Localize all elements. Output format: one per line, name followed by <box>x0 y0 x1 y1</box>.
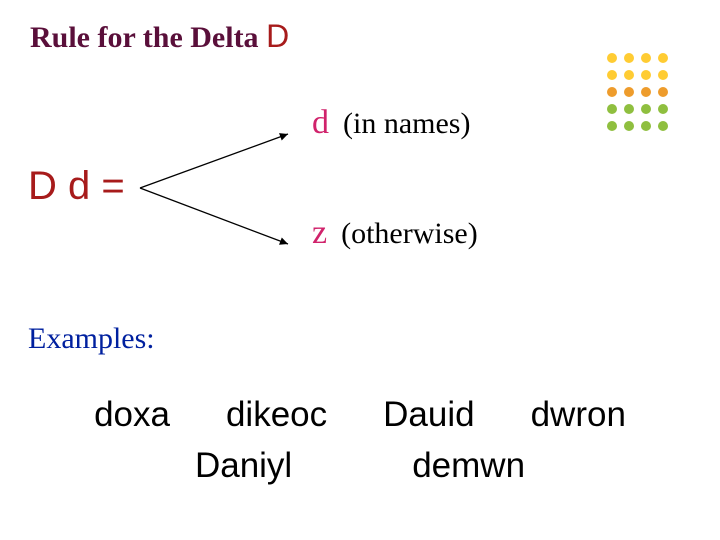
branch-bottom-letter: z <box>312 214 327 251</box>
example-word: dikeoc <box>226 390 327 441</box>
example-word: doxa <box>94 390 170 441</box>
title-letter: D <box>266 18 289 54</box>
lhs-expression: D d = <box>28 164 125 209</box>
branch-top: d (in names) <box>312 104 470 142</box>
branch-top-note: (in names) <box>343 107 470 140</box>
title-prefix: Rule for the Delta <box>30 21 266 54</box>
example-word: Daniyl <box>195 441 292 492</box>
examples-row-2: Daniyl demwn <box>50 441 670 492</box>
branch-arrows <box>138 124 308 264</box>
examples-row-1: doxa dikeoc Dauid dwron <box>50 390 670 441</box>
examples-list: doxa dikeoc Dauid dwron Daniyl demwn <box>50 390 670 492</box>
example-word: dwron <box>531 390 626 441</box>
dot-grid-icon <box>602 48 692 148</box>
branch-bottom: z (otherwise) <box>312 214 478 252</box>
branch-top-letter: d <box>312 104 329 141</box>
slide-title: Rule for the Delta D <box>30 18 289 55</box>
example-word: demwn <box>412 441 525 492</box>
example-word: Dauid <box>383 390 474 441</box>
examples-heading: Examples: <box>28 322 155 356</box>
branch-bottom-note: (otherwise) <box>341 217 478 250</box>
